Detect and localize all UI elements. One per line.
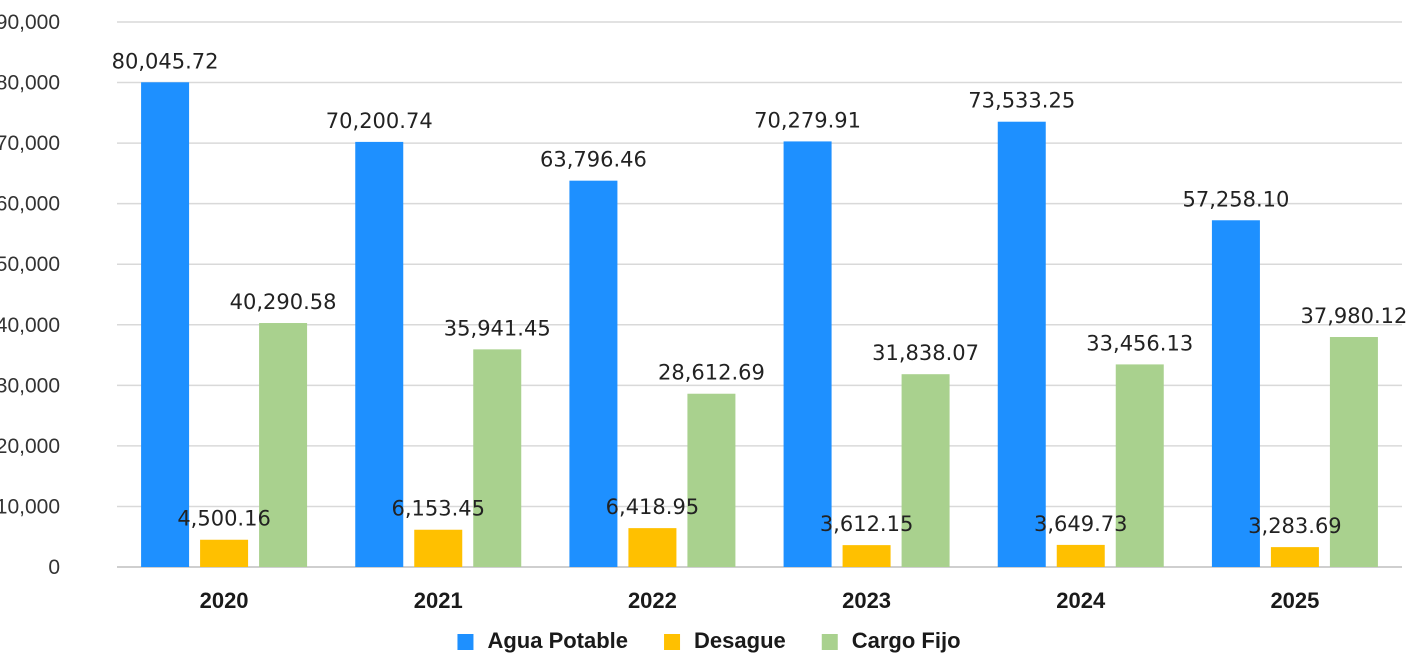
y-tick-label: 40,000	[0, 314, 60, 337]
bar-agua-potable-2021	[355, 141, 404, 568]
x-tick-label: 2020	[200, 588, 249, 613]
data-label: 4,500.16	[177, 507, 271, 531]
y-tick-label: 20,000	[0, 435, 60, 458]
y-tick-label: 90,000	[0, 11, 60, 34]
bar-desague-2020	[200, 539, 249, 567]
legend-item-agua-potable: Agua Potable	[457, 628, 628, 653]
data-label: 3,612.15	[820, 512, 914, 536]
legend-item-desague: Desague	[664, 628, 786, 653]
data-label: 33,456.13	[1086, 331, 1193, 355]
data-label: 73,533.25	[968, 89, 1075, 113]
bars	[141, 82, 1378, 568]
legend: Agua Potable Desague Cargo Fijo	[457, 628, 961, 653]
bar-cargo-fijo-2023	[901, 374, 950, 567]
data-label: 6,153.45	[391, 497, 485, 521]
data-label: 37,980.12	[1300, 304, 1407, 328]
bar-cargo-fijo-2022	[687, 393, 736, 567]
bar-agua-potable-2020	[141, 82, 190, 568]
y-tick-label: 0	[48, 556, 60, 579]
data-label: 3,283.69	[1248, 514, 1342, 538]
y-tick-label: 50,000	[0, 253, 60, 276]
data-label: 31,838.07	[872, 341, 979, 365]
data-label: 6,418.95	[606, 495, 700, 519]
bar-agua-potable-2025	[1211, 220, 1260, 568]
x-axis: 2020 2021 2022 2023 2024 2025	[200, 588, 1320, 613]
y-axis: 0 10,000 20,000 30,000 40,000 50,000 60,000 70,…	[0, 11, 60, 579]
x-tick-label: 2025	[1270, 588, 1319, 613]
legend-swatch	[821, 634, 838, 650]
y-tick-label: 10,000	[0, 495, 60, 518]
y-tick-label: 30,000	[0, 374, 60, 397]
data-label: 40,290.58	[230, 290, 337, 314]
gridlines	[117, 21, 1402, 568]
data-label: 70,279.91	[754, 108, 861, 132]
bar-agua-potable-2023	[783, 141, 832, 567]
data-label: 3,649.73	[1034, 512, 1128, 536]
data-label: 28,612.69	[658, 361, 765, 385]
bar-cargo-fijo-2021	[473, 349, 522, 567]
bar-desague-2023	[842, 545, 891, 567]
bar-desague-2021	[414, 529, 463, 567]
legend-swatch	[457, 634, 474, 650]
bar-agua-potable-2024	[997, 121, 1046, 567]
x-tick-label: 2023	[842, 588, 891, 613]
data-label: 57,258.10	[1182, 187, 1289, 211]
y-tick-label: 80,000	[0, 72, 60, 95]
x-tick-label: 2024	[1056, 588, 1106, 613]
bar-desague-2022	[628, 528, 677, 567]
data-labels: 80,045.72 4,500.16 40,290.58 70,200.74 6,153…	[112, 49, 1408, 538]
bar-agua-potable-2022	[569, 180, 618, 567]
x-tick-label: 2022	[628, 588, 677, 613]
x-tick-label: 2021	[414, 588, 463, 613]
legend-label: Agua Potable	[487, 628, 628, 653]
legend-label: Desague	[694, 628, 786, 653]
bar-desague-2024	[1056, 544, 1105, 567]
data-label: 35,941.45	[444, 316, 551, 340]
y-tick-label: 70,000	[0, 132, 60, 155]
legend-label: Cargo Fijo	[852, 628, 961, 653]
bar-cargo-fijo-2025	[1329, 337, 1378, 567]
bar-cargo-fijo-2020	[259, 323, 308, 567]
legend-item-cargo-fijo: Cargo Fijo	[821, 628, 961, 653]
y-tick-label: 60,000	[0, 193, 60, 216]
data-label: 63,796.46	[540, 148, 647, 172]
data-label: 70,200.74	[326, 109, 433, 133]
bar-cargo-fijo-2024	[1115, 364, 1164, 567]
bar-desague-2025	[1270, 547, 1319, 567]
data-label: 80,045.72	[112, 49, 219, 73]
legend-swatch	[664, 634, 681, 650]
